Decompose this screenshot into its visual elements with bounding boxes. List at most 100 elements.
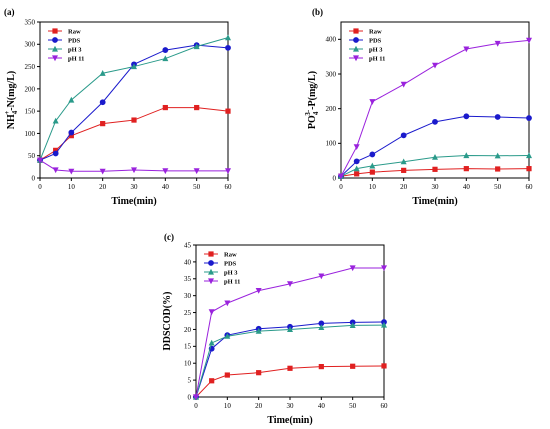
x-tick-label: 30 bbox=[131, 183, 139, 191]
data-point bbox=[381, 265, 387, 272]
legend-marker bbox=[208, 278, 214, 285]
data-point bbox=[37, 157, 43, 164]
y-tick-label: 100 bbox=[326, 140, 337, 148]
x-axis-title: Time(min) bbox=[111, 196, 156, 207]
data-point bbox=[349, 322, 356, 328]
x-tick-label: 60 bbox=[381, 402, 389, 410]
x-tick-label: 20 bbox=[400, 183, 408, 191]
data-point bbox=[99, 70, 106, 76]
data-point bbox=[224, 333, 231, 339]
panel-label: (b) bbox=[312, 7, 323, 17]
y-tick-label: 250 bbox=[25, 63, 36, 71]
y-tick-label: 10 bbox=[184, 360, 192, 368]
data-point bbox=[349, 265, 356, 272]
data-point bbox=[99, 168, 106, 175]
data-point bbox=[255, 288, 262, 294]
y-tick-label: 30 bbox=[184, 292, 192, 300]
series-raw bbox=[37, 104, 231, 163]
data-point bbox=[526, 37, 532, 44]
data-point bbox=[255, 327, 262, 334]
x-tick-label: 50 bbox=[494, 183, 502, 191]
series-line bbox=[39, 44, 229, 161]
x-tick-label: 30 bbox=[432, 183, 440, 191]
data-point bbox=[432, 154, 438, 160]
data-point bbox=[463, 113, 470, 120]
data-point bbox=[131, 117, 137, 123]
data-point bbox=[99, 99, 106, 106]
data-point bbox=[52, 167, 59, 174]
chart-panel-b: (b) 0 10 20 30 40 50 60 0 100 200 300 400 Time(min) PO… bbox=[304, 7, 533, 207]
y-tick-label: 20 bbox=[184, 326, 192, 334]
y-tick-label: 50 bbox=[28, 152, 36, 160]
x-axis-title: Time(min) bbox=[267, 415, 312, 426]
data-point bbox=[369, 169, 375, 175]
data-point bbox=[318, 273, 325, 280]
legend-label: pH 3 bbox=[68, 46, 82, 53]
data-point bbox=[526, 166, 532, 172]
x-tick-label: 30 bbox=[287, 402, 295, 410]
data-point bbox=[287, 326, 293, 333]
data-point bbox=[494, 114, 501, 120]
y-tick-label: 35 bbox=[184, 275, 192, 283]
series-ph-3 bbox=[37, 34, 231, 163]
data-point bbox=[354, 171, 360, 177]
data-point bbox=[369, 162, 376, 169]
x-tick-label: 20 bbox=[99, 183, 107, 191]
series-line bbox=[39, 107, 229, 161]
y-tick-label: 0 bbox=[32, 174, 36, 182]
data-point bbox=[225, 168, 231, 175]
y-tick-label: 45 bbox=[184, 241, 192, 249]
data-point bbox=[162, 104, 168, 111]
y-tick-label: 15 bbox=[184, 343, 192, 351]
data-point bbox=[224, 372, 230, 378]
x-tick-label: 10 bbox=[224, 402, 232, 410]
data-point bbox=[353, 144, 360, 150]
series-pds bbox=[338, 113, 532, 180]
data-point bbox=[53, 147, 59, 153]
x-tick-label: 10 bbox=[369, 183, 377, 191]
series-raw bbox=[193, 363, 387, 400]
x-tick-label: 0 bbox=[38, 183, 42, 191]
x-tick-label: 50 bbox=[193, 183, 201, 191]
x-tick-label: 40 bbox=[162, 183, 170, 191]
x-tick-label: 10 bbox=[68, 183, 76, 191]
data-point bbox=[209, 378, 215, 384]
legend-marker bbox=[208, 260, 214, 266]
y-tick-label: 150 bbox=[25, 108, 36, 116]
data-point bbox=[432, 118, 438, 125]
legend: Raw PDS pH 3 pH 11 bbox=[349, 28, 385, 62]
legend-label: Raw bbox=[369, 28, 382, 35]
y-tick-label: 100 bbox=[25, 130, 36, 138]
series-raw bbox=[338, 166, 532, 179]
legend-marker bbox=[353, 37, 359, 43]
data-point bbox=[162, 47, 169, 53]
data-point bbox=[162, 168, 169, 175]
data-point bbox=[400, 81, 407, 88]
data-point bbox=[526, 115, 532, 121]
y-tick-label: 350 bbox=[25, 18, 36, 26]
y-tick-label: 40 bbox=[184, 258, 192, 266]
y-tick-label: 400 bbox=[326, 36, 337, 44]
legend: Raw PDS pH 3 pH 11 bbox=[48, 28, 84, 62]
data-point bbox=[287, 281, 293, 288]
legend-marker bbox=[208, 251, 214, 257]
series-line bbox=[195, 324, 385, 398]
legend-label: Raw bbox=[68, 28, 81, 35]
data-point bbox=[52, 150, 59, 157]
legend-marker bbox=[52, 37, 58, 43]
legend-marker bbox=[208, 268, 214, 275]
data-point bbox=[131, 167, 137, 174]
series-pds bbox=[37, 42, 231, 164]
series-ph-3 bbox=[193, 321, 387, 400]
y-axis-title: NH4+-N(mg/L) bbox=[3, 71, 19, 130]
series-line bbox=[340, 154, 530, 177]
y-tick-label: 300 bbox=[25, 41, 36, 49]
data-point bbox=[381, 321, 387, 328]
chart-panel-a: (a) 0 10 20 30 40 50 60 0 50 100 150 200 250 300 350 Tim… bbox=[3, 7, 232, 207]
legend-label: pH 3 bbox=[369, 46, 383, 53]
chart-panel-c: (c) 0 10 20 30 40 50 60 0 5 10 15 20 25 30 35 40 45 Time(m… bbox=[162, 232, 388, 426]
series-ph-11 bbox=[37, 157, 231, 175]
y-tick-label: 25 bbox=[184, 309, 192, 317]
x-tick-label: 0 bbox=[194, 402, 198, 410]
